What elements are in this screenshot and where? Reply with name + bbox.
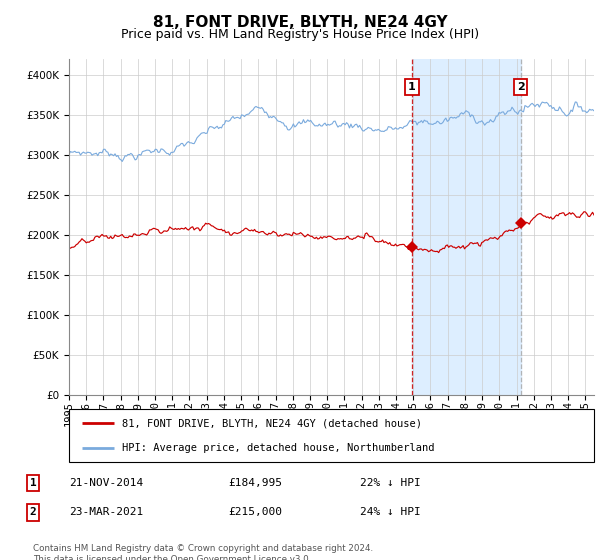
Text: 2: 2 (29, 507, 37, 517)
Text: 21-NOV-2014: 21-NOV-2014 (69, 478, 143, 488)
Text: 1: 1 (29, 478, 37, 488)
Text: 1: 1 (407, 82, 415, 92)
Text: 81, FONT DRIVE, BLYTH, NE24 4GY (detached house): 81, FONT DRIVE, BLYTH, NE24 4GY (detache… (121, 418, 421, 428)
Text: Price paid vs. HM Land Registry's House Price Index (HPI): Price paid vs. HM Land Registry's House … (121, 28, 479, 41)
Text: 24% ↓ HPI: 24% ↓ HPI (360, 507, 421, 517)
Text: £215,000: £215,000 (228, 507, 282, 517)
Text: Contains HM Land Registry data © Crown copyright and database right 2024.
This d: Contains HM Land Registry data © Crown c… (33, 544, 373, 560)
Text: 2: 2 (517, 82, 524, 92)
Text: 81, FONT DRIVE, BLYTH, NE24 4GY: 81, FONT DRIVE, BLYTH, NE24 4GY (152, 15, 448, 30)
Bar (412, 59, 521, 395)
Text: £184,995: £184,995 (228, 478, 282, 488)
Text: 22% ↓ HPI: 22% ↓ HPI (360, 478, 421, 488)
Text: HPI: Average price, detached house, Northumberland: HPI: Average price, detached house, Nort… (121, 442, 434, 452)
Text: 23-MAR-2021: 23-MAR-2021 (69, 507, 143, 517)
